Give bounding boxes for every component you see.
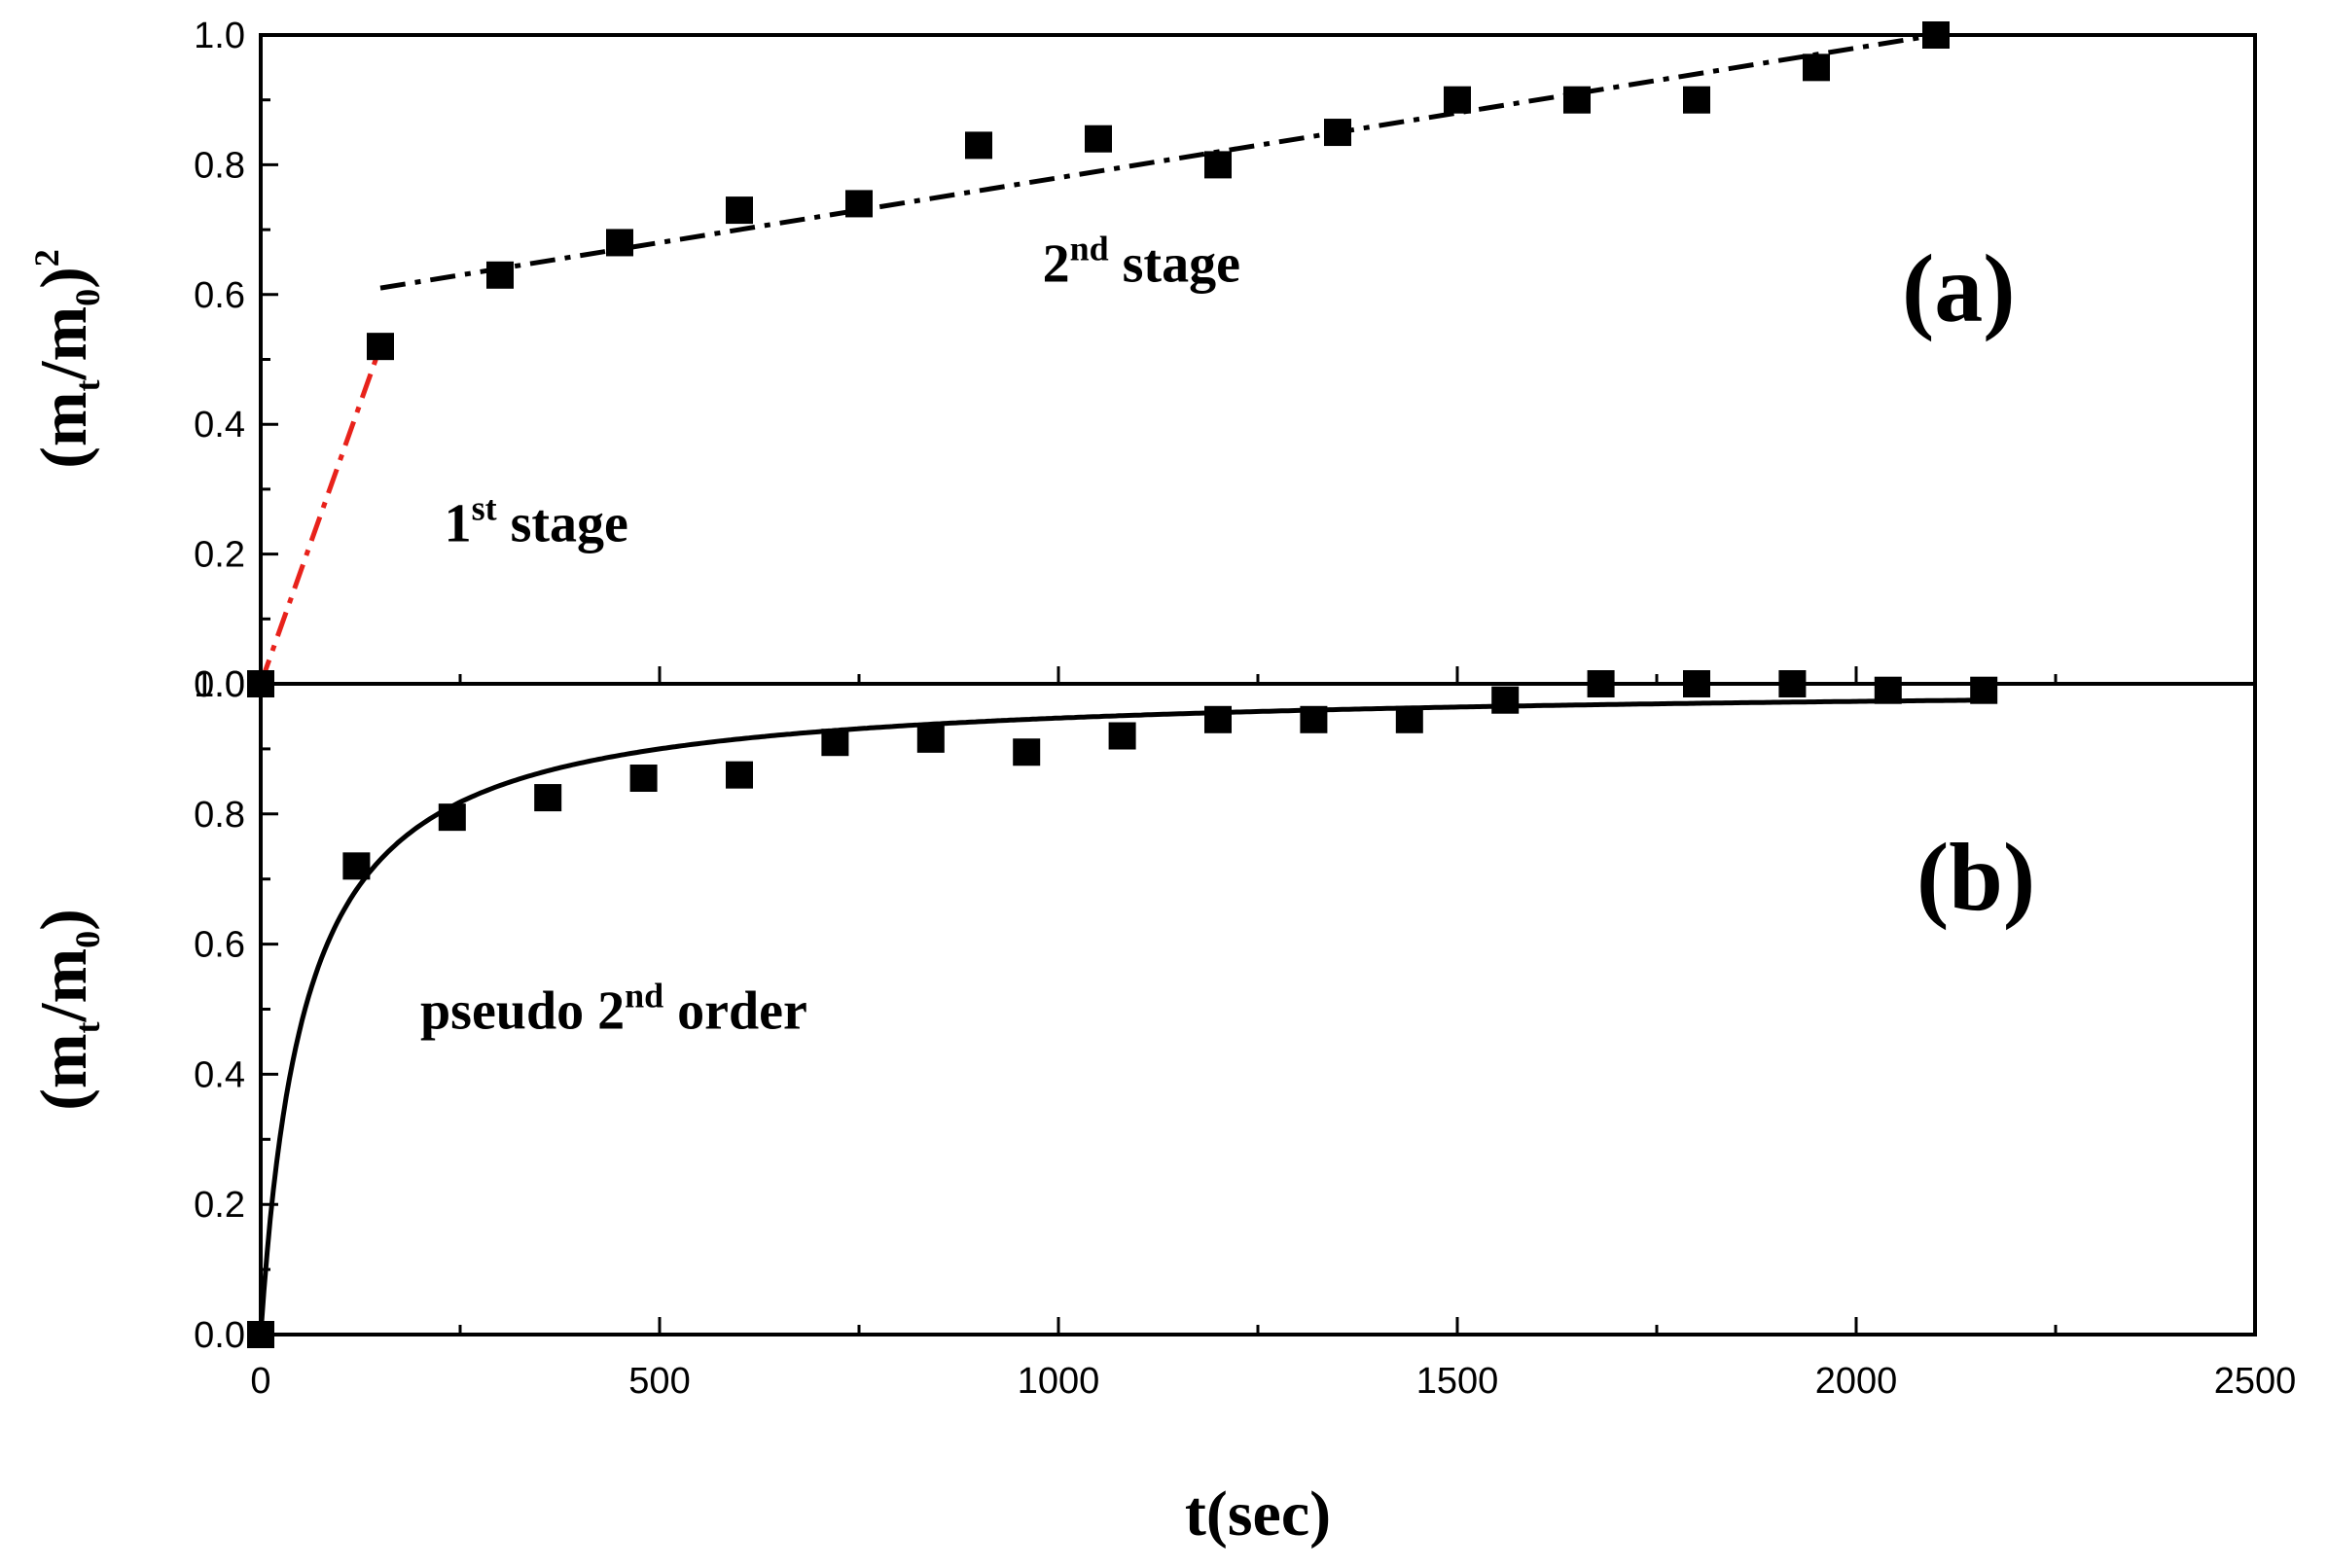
x-tick-label: 1500 [1416,1361,1499,1402]
panel-a: 0.0 0.2 0.4 0.6 0.8 1.0 1st stage 2nd stage (a) (… [26,16,2257,705]
y-tick-label: 0.8 [194,145,245,186]
panel-label-a: (a) [1902,234,2016,342]
y-tick-label: 0.6 [194,275,245,316]
data-point-a [726,196,753,225]
data-point-b [1013,738,1041,766]
data-point-b [1970,676,1998,704]
data-point-a [1444,86,1471,114]
data-point-b [726,761,753,789]
data-point-a [1204,151,1232,179]
data-point-b [1300,705,1328,733]
data-point-b [1491,686,1520,714]
data-point-b [1587,670,1615,697]
data-point-b [1683,670,1710,697]
data-point-a [1803,53,1830,82]
pseudo-2nd-order-fit-curve [258,697,1985,1336]
2nd-stage-fit-line [379,32,1937,291]
x-tick-label: 500 [628,1361,690,1402]
y-tick-label: 0.2 [194,535,245,576]
data-point-a [1563,86,1591,114]
x-tick-label: 2500 [2214,1361,2297,1402]
x-tick-label: 1000 [1018,1361,1100,1402]
data-point-b [916,725,945,753]
y-tick-label: 0.6 [194,925,245,966]
data-point-b [1108,722,1136,750]
y-tick-label: 0.0 [194,1315,245,1356]
y-tick-label: 0.4 [194,405,245,445]
data-point-b [342,852,371,880]
data-point-b [247,1321,274,1348]
data-point-a [606,229,633,257]
y-tick-label: 0.8 [194,795,245,836]
data-point-b [534,784,562,812]
data-point-a [1683,86,1710,114]
data-point-b [1874,676,1902,704]
1st-stage-fit-line [258,345,383,685]
data-point-a [367,333,394,361]
data-point-a [1324,119,1351,147]
plot-frame-a [259,33,2257,686]
y-tick-label: 1.0 [194,16,245,56]
data-point-a [965,131,992,160]
x-tick-label: 2000 [1815,1361,1898,1402]
x-tick-label: 0 [250,1361,270,1402]
y-axis-label-b: (mt/m0) [26,909,107,1111]
data-point-b [1204,705,1232,733]
y-tick-label: 0.4 [194,1054,245,1095]
x-axis-label: t(sec) [1185,1479,1331,1550]
data-point-b [821,729,849,757]
data-point-b [438,803,466,832]
data-point-a [845,190,873,218]
annotation-b: pseudo 2nd order [420,977,807,1042]
y-tick-label: 0.0 [194,664,245,705]
y-tick-label: 1.0 [194,664,245,705]
data-point-b [629,765,658,793]
data-point-a [1085,125,1112,153]
data-point-b [1395,705,1423,733]
shared-elements: t(sec) [1185,1479,1331,1550]
data-point-a [1922,21,1950,49]
annotation-a: 1st stage [445,488,628,553]
panel-b: 0.0 0.2 0.4 0.6 0.8 1.0 pseudo 2nd order (b) (mt… [26,664,2296,1402]
data-point-b [1778,670,1807,697]
panel-label-b: (b) [1916,823,2035,931]
y-tick-label: 0.2 [194,1185,245,1226]
data-point-a [486,261,514,289]
annotation-a: 2nd stage [1043,229,1240,294]
y-axis-label-a: (mt/m0)2 [26,249,107,469]
